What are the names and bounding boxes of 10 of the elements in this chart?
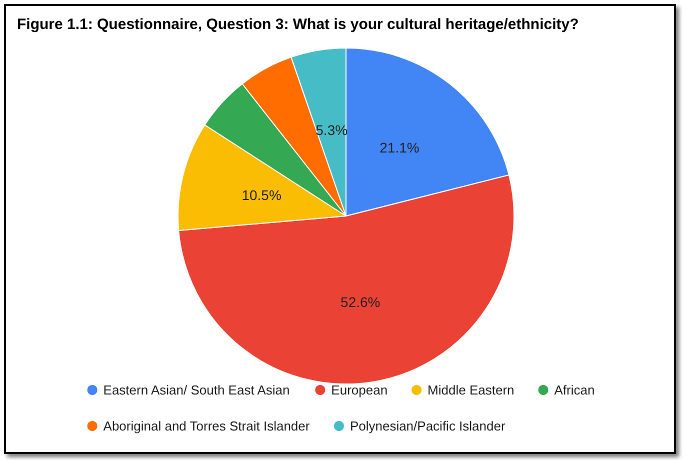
data-label: 10.5% bbox=[242, 187, 282, 204]
legend-label: African bbox=[554, 382, 595, 398]
chart-title: Figure 1.1: Questionnaire, Question 3: What is your cultural heritage/ethnicity? bbox=[17, 16, 579, 33]
legend-label: Eastern Asian/ South East Asian bbox=[103, 382, 290, 398]
data-label: 52.6% bbox=[340, 294, 380, 310]
legend-label: Aboriginal and Torres Strait Islander bbox=[103, 418, 310, 434]
legend-label: Polynesian/Pacific Islander bbox=[350, 418, 506, 434]
legend-label: European bbox=[331, 382, 388, 398]
legend-label: Middle Eastern bbox=[428, 382, 514, 398]
data-label: 21.1% bbox=[380, 139, 420, 156]
